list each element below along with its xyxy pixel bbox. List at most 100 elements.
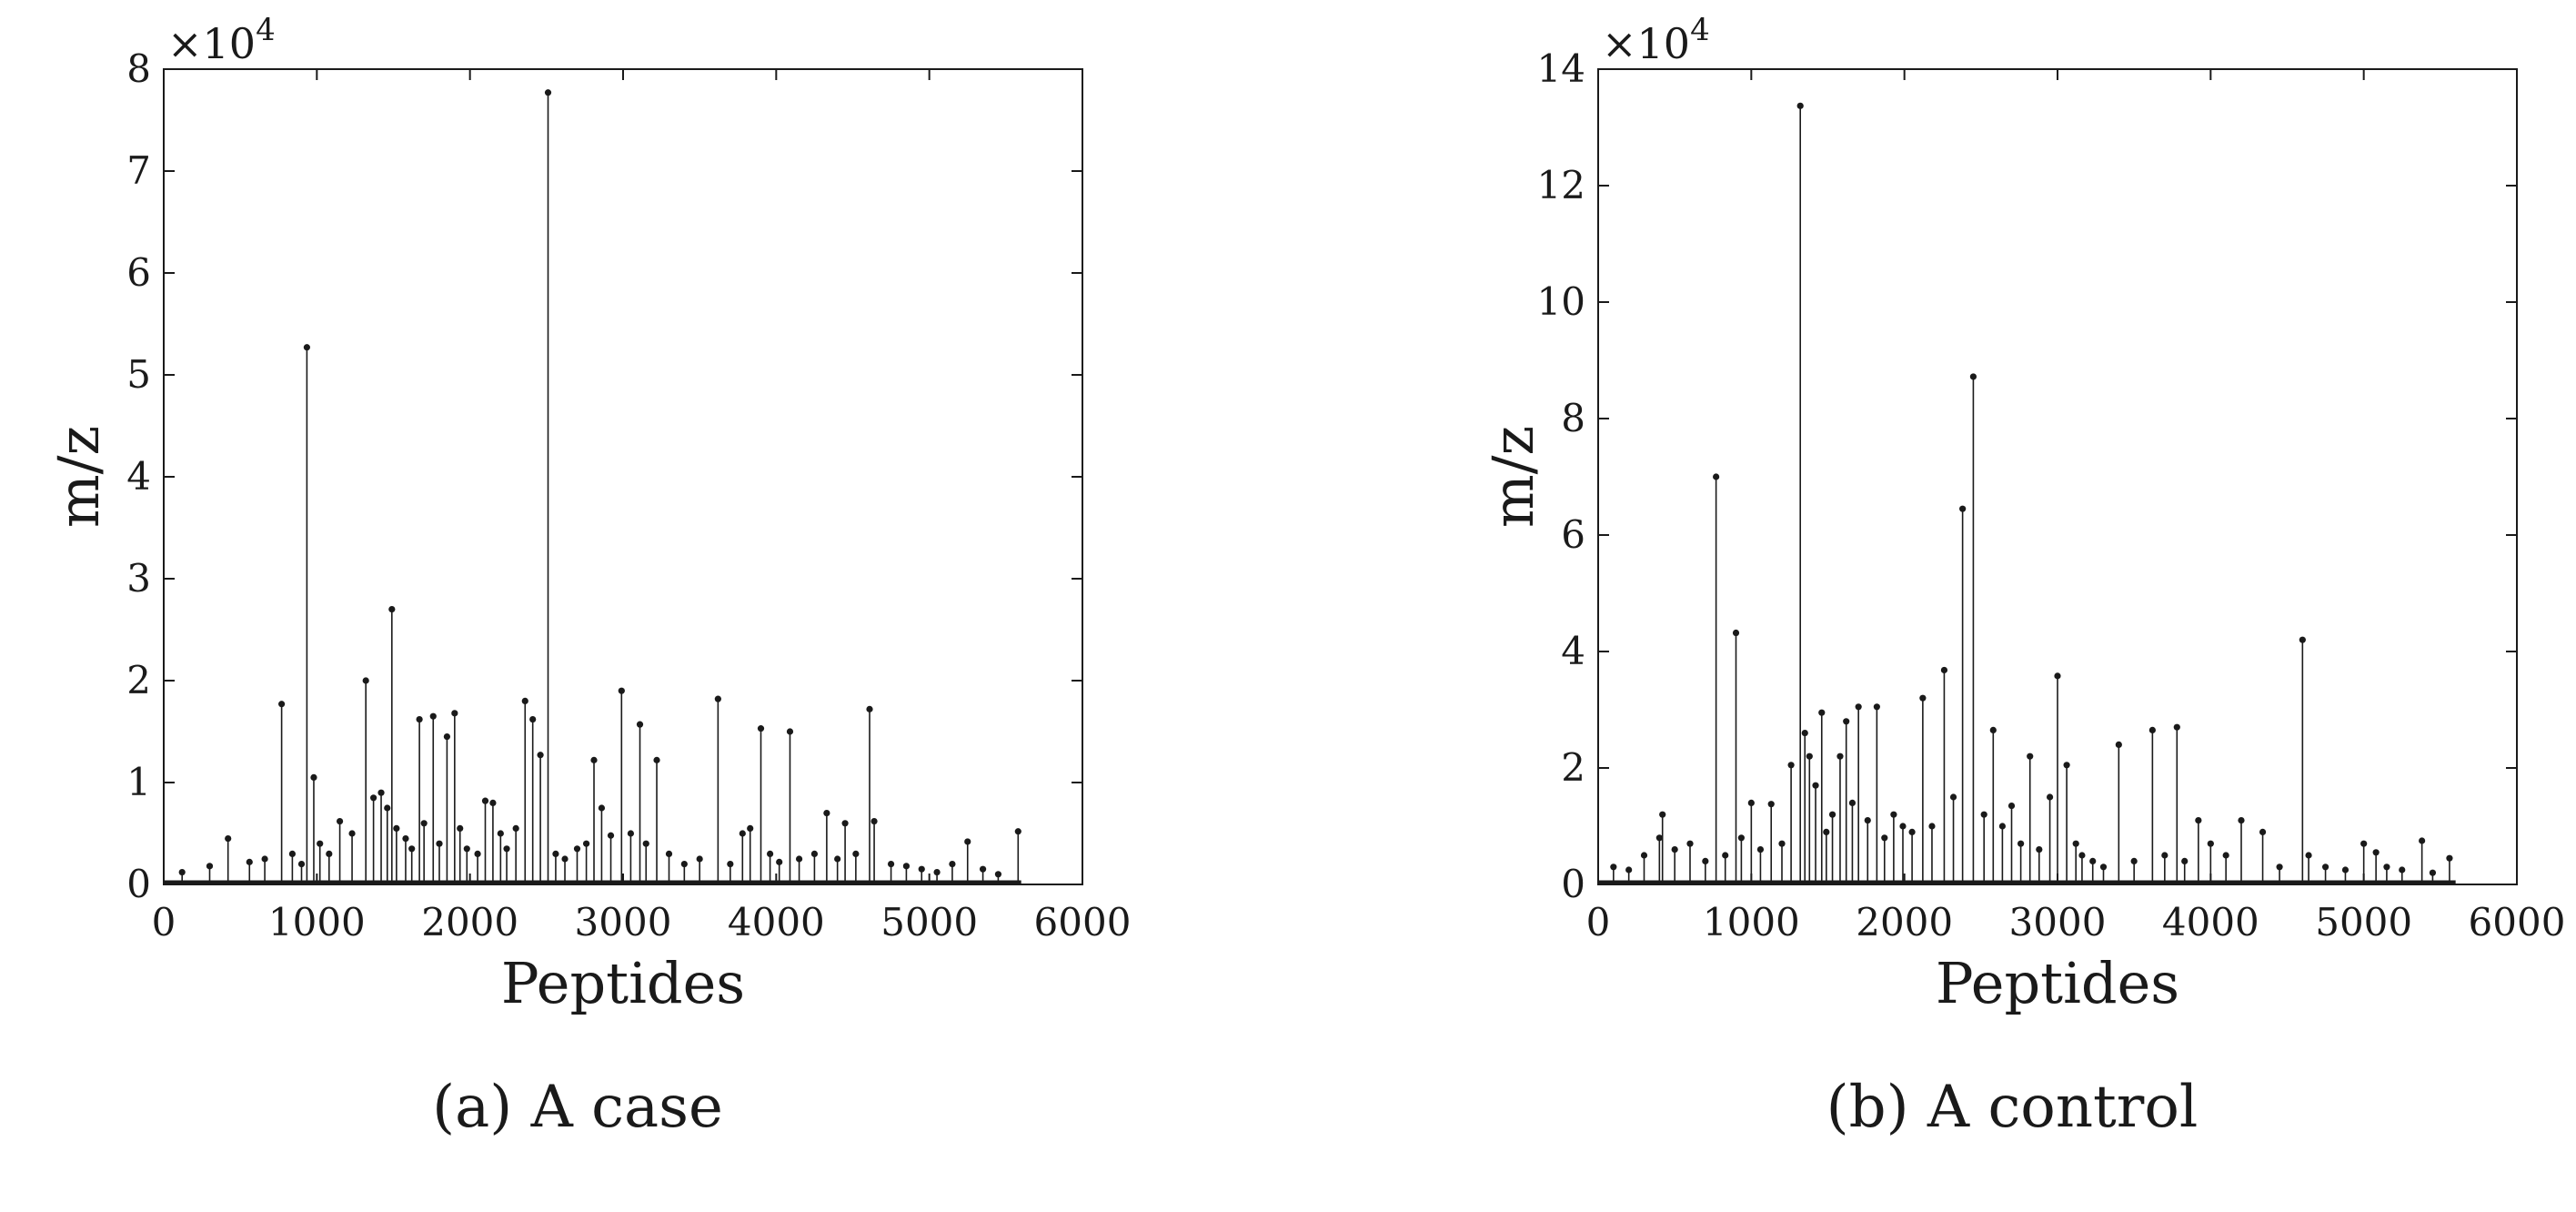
stem-marker xyxy=(1864,817,1871,824)
y-tick-label: 12 xyxy=(1537,163,1585,207)
stem-marker xyxy=(747,824,754,833)
stem-marker xyxy=(767,850,774,858)
stem-marker xyxy=(1818,709,1826,716)
stem-marker xyxy=(598,804,606,812)
stem-marker xyxy=(2446,854,2453,862)
stem-marker xyxy=(1836,752,1844,760)
stem-marker xyxy=(810,850,819,858)
stem-marker xyxy=(1702,857,1709,865)
stem-marker xyxy=(2054,672,2061,680)
y-tick-label: 8 xyxy=(1561,396,1585,440)
stem-marker xyxy=(503,845,510,853)
stem-marker xyxy=(1732,629,1740,637)
stem-marker xyxy=(489,799,497,807)
stem-marker xyxy=(348,830,356,837)
stem-marker xyxy=(1823,828,1830,836)
stem-marker xyxy=(1659,811,1666,818)
stem-marker xyxy=(384,804,391,812)
x-tick-label: 1000 xyxy=(268,900,366,944)
stem-marker xyxy=(653,756,660,763)
stem-marker xyxy=(852,850,860,858)
stem-marker xyxy=(463,845,470,853)
stem-marker xyxy=(757,725,765,732)
y-multiplier-label: ×104 xyxy=(167,12,276,68)
stem-marker xyxy=(451,710,458,717)
panel-b: 0 1000 2000 3000 4000 5000 600002468101214×104… xyxy=(1480,12,2565,1141)
stem-marker xyxy=(933,868,941,876)
stem-marker xyxy=(1980,811,1987,818)
x-tick-label: 4000 xyxy=(728,900,825,944)
stem-marker xyxy=(310,773,317,782)
stem-marker xyxy=(590,756,598,763)
stem-marker xyxy=(1998,823,2006,830)
stem-marker xyxy=(776,858,783,865)
stem-marker xyxy=(2299,636,2306,643)
stem-marker xyxy=(1873,703,1880,711)
stem-marker xyxy=(512,824,519,833)
stem-marker xyxy=(866,705,873,712)
stem-marker xyxy=(529,715,537,723)
stem-marker xyxy=(1928,823,1936,830)
stem-marker xyxy=(2130,857,2138,865)
stem-marker xyxy=(2072,840,2079,847)
stem-marker xyxy=(2276,864,2283,871)
x-axis-label: Peptides xyxy=(501,950,745,1016)
plot-area-frame xyxy=(163,68,1083,885)
stem-marker xyxy=(2259,828,2267,836)
stem-marker xyxy=(336,817,344,825)
stem-marker xyxy=(2207,840,2214,847)
stem-marker xyxy=(1610,864,1617,871)
panel-a: 0 1000 2000 3000 4000 5000 6000012345678×104Pe… xyxy=(45,12,1131,1141)
stem-marker xyxy=(841,820,849,827)
y-tick-label: 6 xyxy=(1561,512,1585,557)
stem-marker xyxy=(178,868,186,876)
stem-marker xyxy=(1014,828,1021,835)
stem-marker xyxy=(393,824,400,833)
stem-marker xyxy=(2148,726,2156,734)
stem-marker xyxy=(795,855,803,863)
stem-marker xyxy=(2222,852,2229,859)
stem-marker xyxy=(949,861,956,868)
stem-marker xyxy=(246,858,253,865)
stem-marker xyxy=(786,728,794,735)
stem-marker xyxy=(1756,846,1765,853)
stem-marker xyxy=(537,752,544,759)
stem-marker xyxy=(2115,741,2122,749)
stem-marker xyxy=(1671,846,1678,853)
x-axis-label: Peptides xyxy=(1936,950,2179,1016)
y-tick-label: 7 xyxy=(126,148,151,193)
stem-marker xyxy=(964,838,971,845)
stem-marker xyxy=(420,820,428,827)
stem-marker xyxy=(544,89,552,96)
x-tick-label: 5000 xyxy=(2315,900,2412,944)
x-tick-label: 3000 xyxy=(575,900,672,944)
stem-marker xyxy=(1949,793,1957,801)
y-tick-label: 10 xyxy=(1537,279,1585,324)
stem-marker xyxy=(1796,102,1804,109)
stem-marker xyxy=(521,697,528,705)
stem-marker xyxy=(1899,823,1907,830)
stem-marker xyxy=(1848,799,1857,807)
stem-marker xyxy=(642,840,649,847)
stem-marker xyxy=(552,850,559,858)
stem-marker xyxy=(918,865,925,873)
stem-marker xyxy=(2063,762,2070,769)
stem-marker xyxy=(1747,799,1755,807)
y-axis-label: m/z xyxy=(1480,426,1546,528)
stem-marker xyxy=(474,850,481,858)
x-tick-label: 0 xyxy=(152,900,176,944)
stem-marker xyxy=(1959,505,1967,512)
stem-marker xyxy=(436,840,443,847)
stem-marker xyxy=(994,871,1002,878)
stem-marker xyxy=(636,721,644,728)
stem-marker xyxy=(1969,373,1977,380)
y-tick-label: 2 xyxy=(1561,745,1585,790)
stem-marker xyxy=(408,845,416,853)
stem-marker xyxy=(979,865,987,873)
stem-marker xyxy=(402,835,409,843)
stem-marker xyxy=(714,695,721,702)
stem-marker xyxy=(317,840,324,847)
y-multiplier-base: ×10 xyxy=(167,19,256,68)
x-tick-label: 6000 xyxy=(2469,900,2566,944)
x-tick-label: 1000 xyxy=(1703,900,1800,944)
